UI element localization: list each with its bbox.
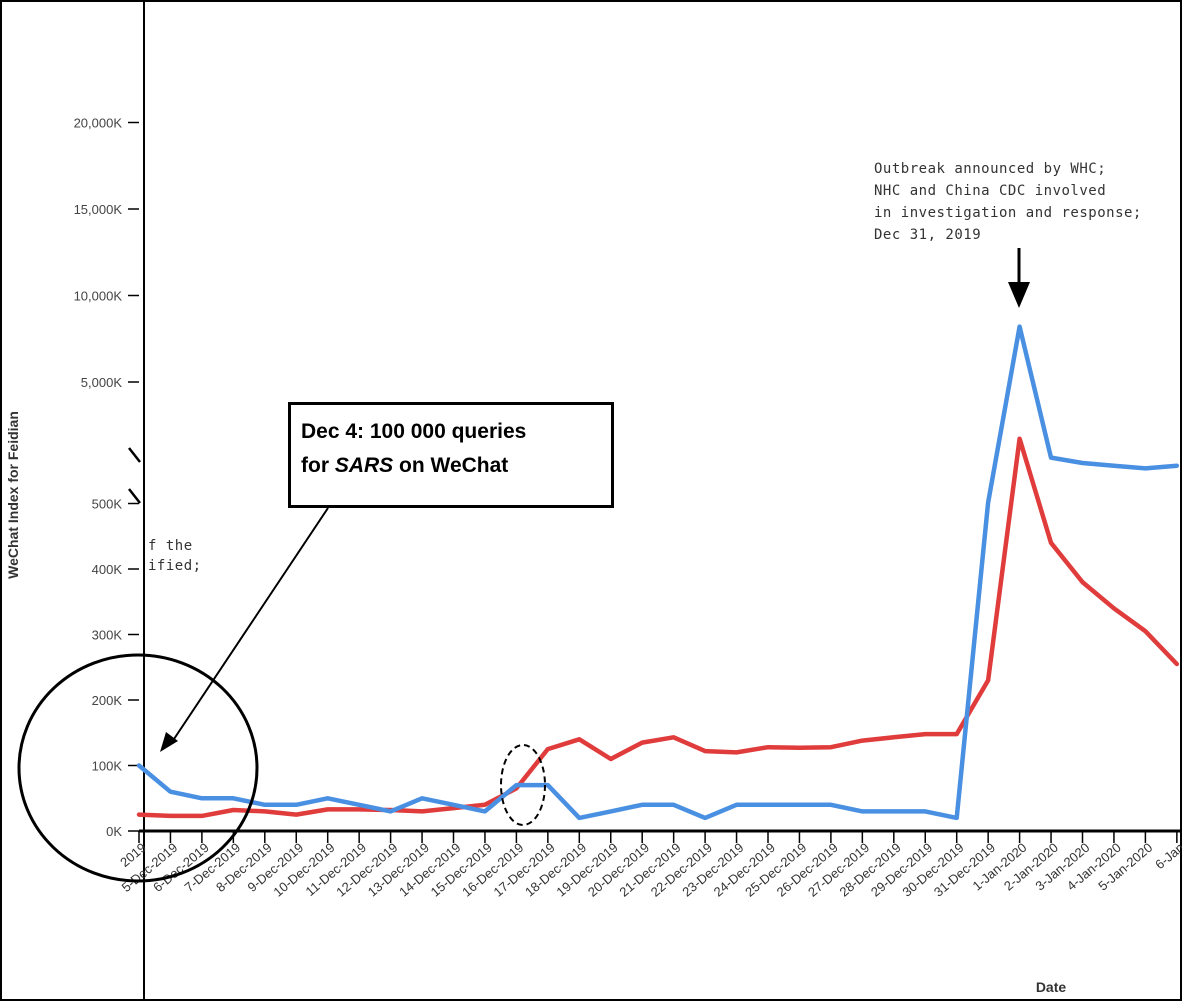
x-axis-title: Date [1036,979,1067,995]
axis-break-mark [128,447,141,463]
y-axis: 0K 100K 200K 300K 400K 500K 5,000K 10,000K 15,00… [74,116,141,839]
outbreak-arrow-head [1008,282,1030,308]
x-tick-label: 6-Jan [1152,840,1182,872]
callout-pointer-line [171,507,329,743]
callout-suffix: on WeChat [393,454,509,477]
callout-pointer-head [160,732,178,752]
partial-annotation-line-2: ified; [148,558,202,574]
y-tick-label: 5,000K [81,375,123,390]
sars-callout-box: Dec 4: 100 000 queries for SARS on WeCha… [288,402,614,508]
crossover-dashed-ellipse [500,744,546,826]
callout-line-2: for SARS on WeChat [301,449,601,483]
outbreak-annotation-line-1: Outbreak announced by WHC; [874,161,1106,177]
y-tick-label: 400K [92,562,123,577]
callout-emphasis-sars: SARS [334,454,394,477]
y-tick-label: 500K [92,497,123,512]
axis-break-mark [128,488,141,504]
y-tick-label: 20,000K [74,116,123,131]
y-tick-label: 10,000K [74,289,123,304]
series-line-1 [136,436,1180,819]
series-line-0 [136,324,1180,821]
callout-line-1: Dec 4: 100 000 queries [301,420,527,443]
y-tick-label: 300K [92,628,123,643]
y-tick-label: 100K [92,759,123,774]
y-axis-title: WeChat Index for Feidian [5,411,21,579]
y-tick-label: 15,000K [74,202,123,217]
partial-annotation-line-1: f the [148,538,193,554]
outbreak-annotation-line-3: in investigation and response; [874,205,1142,221]
series-layer [136,324,1180,821]
y-tick-label: 0K [106,824,122,839]
highlight-circle [17,653,259,883]
callout-prefix: for [301,454,335,477]
outbreak-annotation: Outbreak announced by WHC; NHC and China… [874,161,1142,308]
partial-annotation: f the ified; [148,538,202,574]
outbreak-annotation-line-2: NHC and China CDC involved [874,183,1106,199]
x-axis: 20195-Dec-20196-Dec-20197-Dec-20198-Dec-… [117,829,1182,900]
y-tick-label: 200K [92,693,123,708]
outbreak-annotation-line-4: Dec 31, 2019 [874,227,981,243]
